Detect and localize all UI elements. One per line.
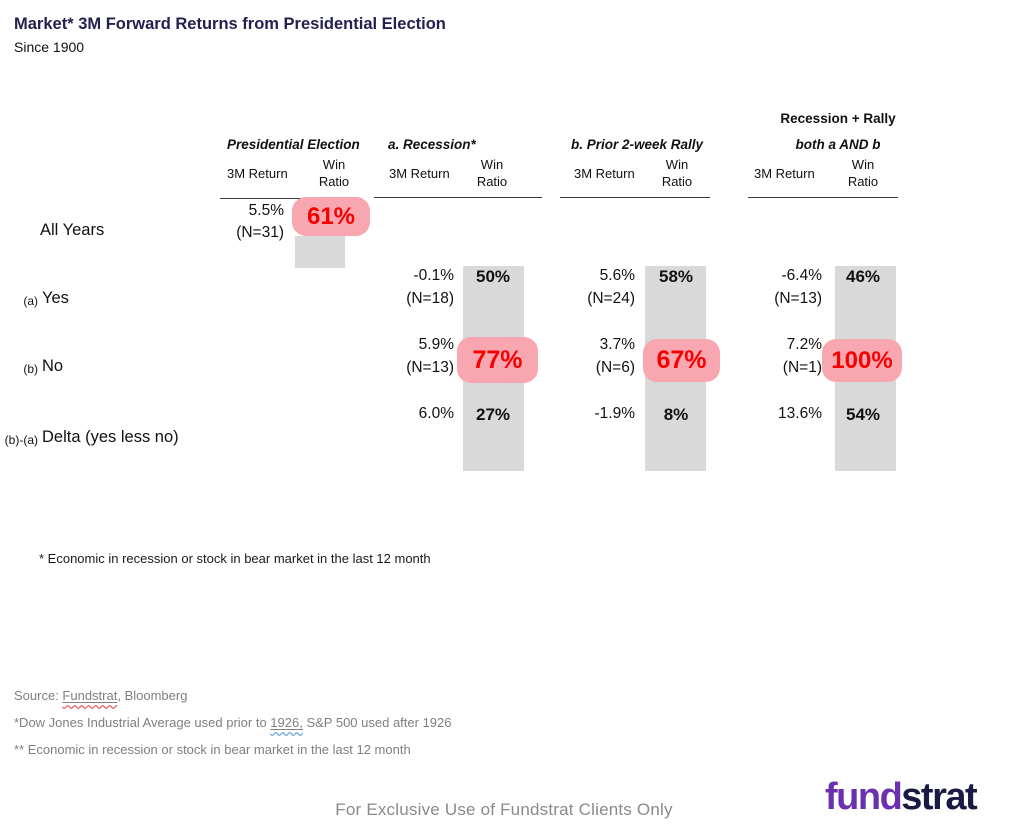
source-prefix: Source:: [14, 688, 63, 703]
col-recession-win-header: Win Ratio: [467, 156, 517, 190]
col-election-win-header: Win Ratio: [309, 156, 359, 190]
col-election-return-header: 3M Return: [227, 166, 288, 181]
ratio-label: Ratio: [318, 174, 350, 189]
cell-yes-rally-return: 5.6%: [599, 267, 635, 284]
cell-yes-recession-return: -0.1%: [413, 267, 455, 284]
source-line-1: Source: Fundstrat, Bloomberg: [14, 688, 187, 703]
cell-yes-both-n: (N=13): [774, 290, 822, 307]
cell-yes-rally-n: (N=24): [587, 290, 635, 307]
highlight-badge-election-win: 61%: [292, 197, 370, 236]
cell-delta-both-return: 13.6%: [778, 405, 822, 422]
fundstrat-logo: fundstrat: [825, 776, 978, 819]
logo-strat-part: strat: [901, 776, 977, 818]
cell-yes-both-win: 46%: [845, 267, 881, 286]
logo-fund-part: fund: [825, 776, 903, 818]
row-label-yes: Yes: [42, 289, 69, 307]
table-footnote: * Economic in recession or stock in bear…: [39, 551, 431, 566]
source-line-2: *Dow Jones Industrial Average used prior…: [14, 715, 452, 730]
col-both-win-header: Win Ratio: [838, 156, 888, 190]
row-label-no: No: [42, 357, 64, 375]
col-recession-return-header: 3M Return: [389, 166, 450, 181]
source-line-3: ** Economic in recession or stock in bea…: [14, 742, 411, 757]
cell-delta-both-win: 54%: [845, 405, 881, 424]
col-rally-win-header: Win Ratio: [652, 156, 702, 190]
source-fundstrat-text: Fundstrat: [62, 688, 118, 703]
recession-header-rule: [374, 197, 542, 198]
col-rally-title: b. Prior 2-week Rally: [571, 137, 704, 152]
col-recession-title: a. Recession*: [388, 137, 476, 152]
row-prefix-no: (b): [23, 362, 38, 376]
cell-delta-recession-win: 27%: [475, 405, 511, 424]
col-rally-return-header: 3M Return: [574, 166, 635, 181]
exclusive-use-disclaimer: For Exclusive Use of Fundstrat Clients O…: [335, 800, 673, 819]
highlight-badge-both-win: 100%: [822, 339, 902, 382]
cell-no-rally-n: (N=6): [595, 359, 635, 376]
row-prefix-delta: (b)-(a): [4, 433, 38, 447]
cell-all-years-election-n: (N=31): [236, 224, 284, 241]
col-both-title-line1: Recession + Rally: [780, 111, 896, 126]
cell-yes-recession-n: (N=18): [406, 290, 454, 307]
col-both-title-line2: both a AND b: [795, 137, 881, 152]
ratio-label: Ratio: [847, 174, 879, 189]
row-prefix-yes: (a): [23, 294, 38, 308]
ratio-label: Ratio: [661, 174, 693, 189]
cell-delta-rally-return: -1.9%: [594, 405, 636, 422]
cell-yes-recession-win: 50%: [475, 267, 511, 286]
cell-delta-rally-win: 8%: [663, 405, 689, 424]
both-header-rule: [748, 197, 898, 198]
win-label: Win: [851, 157, 875, 172]
footnote2-suffix: S&P 500 used after 1926: [302, 715, 452, 730]
cell-no-both-n: (N=1): [782, 359, 822, 376]
highlight-badge-recession-win: 77%: [457, 337, 538, 383]
cell-no-rally-return: 3.7%: [599, 336, 635, 353]
cell-yes-rally-win: 58%: [658, 267, 694, 286]
source-suffix: , Bloomberg: [117, 688, 188, 703]
cell-no-recession-return: 5.9%: [418, 336, 454, 353]
election-header-rule: [220, 198, 362, 199]
row-label-delta: Delta (yes less no): [42, 428, 179, 446]
cell-yes-both-return: -6.4%: [781, 267, 823, 284]
cell-no-recession-n: (N=13): [406, 359, 454, 376]
col-election-title: Presidential Election: [227, 137, 360, 152]
link-1926[interactable]: 1926,: [270, 715, 303, 730]
source-fundstrat-underline: Fundstrat: [62, 688, 117, 703]
win-label: Win: [322, 157, 346, 172]
cell-delta-recession-return: 6.0%: [418, 405, 454, 422]
highlight-badge-rally-win: 67%: [643, 339, 720, 382]
page-title: Market* 3M Forward Returns from Presiden…: [14, 15, 446, 33]
win-label: Win: [665, 157, 689, 172]
cell-all-years-election-return: 5.5%: [248, 202, 284, 219]
win-label: Win: [480, 157, 504, 172]
ratio-label: Ratio: [476, 174, 508, 189]
footnote2-prefix: *Dow Jones Industrial Average used prior…: [14, 715, 271, 730]
col-both-return-header: 3M Return: [754, 166, 815, 181]
link-1926-underline: 1926,: [270, 715, 303, 730]
election-win-band: [295, 236, 345, 268]
rally-header-rule: [560, 197, 710, 198]
cell-no-both-return: 7.2%: [786, 336, 822, 353]
row-label-all-years: All Years: [40, 221, 105, 239]
page-subtitle: Since 1900: [14, 39, 85, 55]
